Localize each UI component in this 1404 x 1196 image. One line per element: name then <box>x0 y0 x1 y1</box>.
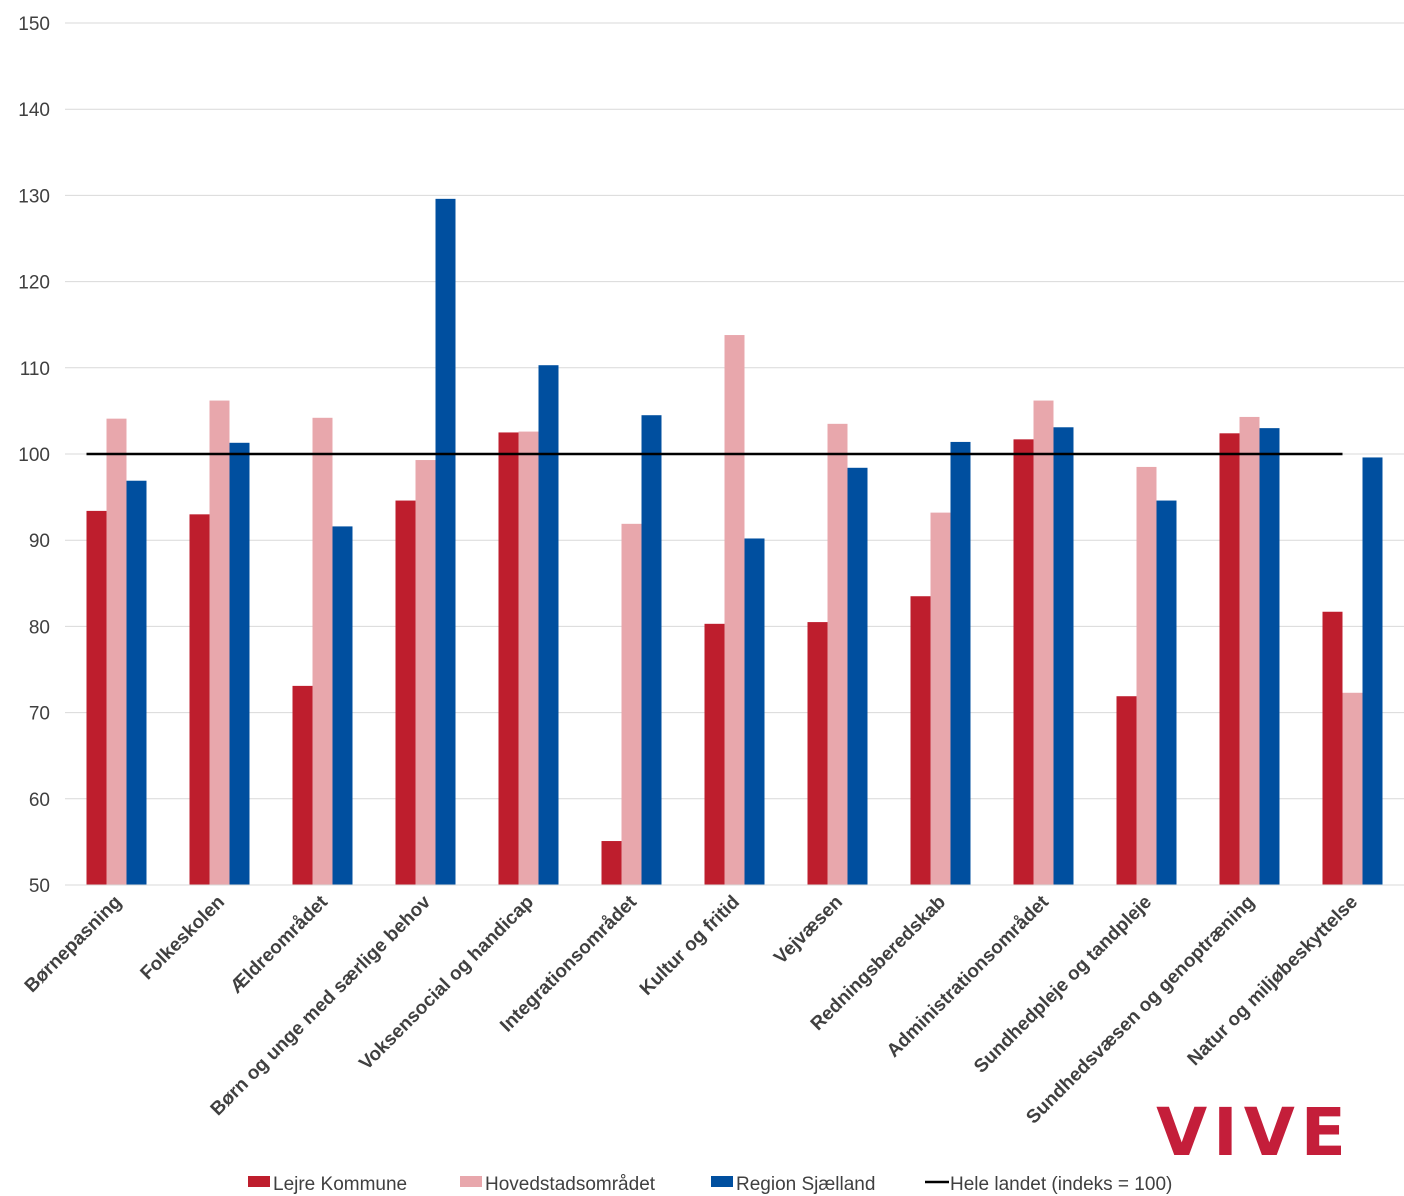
bar <box>209 400 230 885</box>
bar <box>1033 400 1054 885</box>
legend-label: Hovedstadsområdet <box>485 1174 656 1195</box>
x-tick-label: Børn og unge med særlige behov <box>207 891 436 1120</box>
x-axis: Børnepasning FolkeskolenÆldreområdetBørn … <box>21 884 1404 1129</box>
bar <box>1136 466 1157 885</box>
x-tick-label: Voksensocial og handicap <box>355 892 538 1075</box>
y-tick-label: 50 <box>29 876 50 897</box>
bar <box>807 622 828 885</box>
bar <box>312 417 333 885</box>
legend-label: Region Sjælland <box>736 1174 875 1195</box>
x-tick-label: Kultur og fritid <box>636 892 744 1000</box>
bar <box>744 538 765 885</box>
legend: Lejre Kommune Hovedstadsområdet Region Sjæ… <box>248 1174 1172 1195</box>
bar <box>292 685 313 885</box>
bar <box>950 441 971 885</box>
y-tick-label: 70 <box>29 704 50 725</box>
bar <box>1239 416 1260 885</box>
bar <box>189 514 210 885</box>
bar <box>126 480 147 885</box>
bar <box>86 510 107 885</box>
y-axis: 50 60 70 80 90 100 110 120 130 140 150 <box>18 14 50 897</box>
bar <box>395 500 416 885</box>
legend-swatch <box>460 1176 482 1187</box>
bar <box>1219 433 1240 885</box>
y-tick-label: 100 <box>18 445 50 466</box>
x-tick-label: Sundhedsvæsen og genoptræning <box>1022 892 1259 1129</box>
y-tick-label: 150 <box>18 14 50 35</box>
x-tick-label: Natur og miljøbeskyttelse <box>1184 892 1362 1070</box>
bar <box>498 432 519 885</box>
legend-label: Lejre Kommune <box>273 1174 407 1195</box>
x-tick-label: Administrationsområdet <box>883 891 1054 1062</box>
bar <box>538 365 559 885</box>
bar <box>1053 427 1074 885</box>
bar <box>827 423 848 885</box>
bar <box>601 841 622 885</box>
x-tick-label: Folkeskolen <box>137 892 230 985</box>
bar <box>621 523 642 885</box>
y-tick-label: 60 <box>29 790 50 811</box>
y-tick-label: 90 <box>29 531 50 552</box>
bar <box>106 418 127 885</box>
legend-swatch <box>711 1176 733 1187</box>
x-tick-label: Ældreområdet <box>226 891 332 997</box>
bar <box>518 431 539 885</box>
bar <box>910 596 931 885</box>
bar <box>641 415 662 885</box>
bar <box>847 467 868 885</box>
bar <box>704 623 725 885</box>
bar <box>1362 457 1383 885</box>
y-tick-label: 120 <box>18 273 50 294</box>
bar <box>724 335 745 885</box>
y-tick-label: 140 <box>18 100 50 121</box>
bar <box>229 442 250 885</box>
logo-text: VIVE <box>1156 1094 1352 1171</box>
y-tick-label: 80 <box>29 617 50 638</box>
legend-swatch <box>248 1176 270 1187</box>
bars <box>86 198 1383 885</box>
bar <box>1116 696 1137 885</box>
bar <box>435 198 456 885</box>
bar <box>1259 428 1280 885</box>
x-tick-label: Sundhedpleje og tandpleje <box>970 892 1156 1078</box>
bar <box>1322 611 1343 885</box>
bar <box>332 526 353 885</box>
bar <box>1156 500 1177 885</box>
legend-label: Hele landet (indeks = 100) <box>950 1174 1172 1195</box>
y-tick-label: 110 <box>20 359 50 380</box>
bar <box>415 460 436 885</box>
y-tick-label: 130 <box>18 186 50 207</box>
bar <box>930 512 951 885</box>
bar <box>1342 692 1363 885</box>
x-tick-label: Vejvæsen <box>770 892 847 969</box>
vive-logo: VIVE <box>1156 1094 1352 1171</box>
x-tick-label: Børnepasning <box>21 892 126 997</box>
bar <box>1013 439 1034 885</box>
